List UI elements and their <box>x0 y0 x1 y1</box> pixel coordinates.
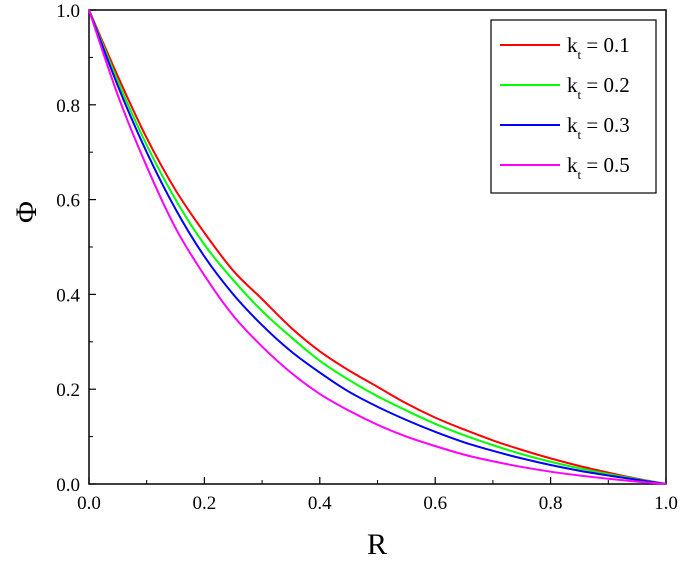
y-tick-label: 0.0 <box>56 475 80 496</box>
series-line-3 <box>88 9 667 485</box>
series-line-4 <box>88 9 667 485</box>
y-tick-label: 0.4 <box>56 285 80 306</box>
legend-label-3: kt = 0.3 <box>567 113 630 142</box>
x-tick-label: 0.0 <box>77 493 101 514</box>
legend-label-2: kt = 0.2 <box>567 73 630 102</box>
x-tick-label: 0.8 <box>539 493 563 514</box>
legend-entries: kt = 0.1 kt = 0.2 kt = 0.3 kt = 0.5 <box>500 33 630 182</box>
x-tick-label: 1.0 <box>654 493 678 514</box>
series-layer <box>88 9 667 485</box>
series-line-2 <box>88 9 667 485</box>
x-axis-title: R <box>367 528 387 561</box>
x-tick-label: 0.4 <box>308 493 332 514</box>
legend-label-1: kt = 0.1 <box>567 33 630 62</box>
y-tick-label: 1.0 <box>56 1 80 22</box>
series-line-1 <box>88 9 667 485</box>
legend: kt = 0.1 kt = 0.2 kt = 0.3 kt = 0.5 <box>490 19 657 194</box>
y-tick-label: 0.6 <box>56 191 80 212</box>
x-tick-label: 0.6 <box>423 493 447 514</box>
y-tick-label: 0.8 <box>56 96 80 117</box>
x-tick-label: 0.2 <box>193 493 217 514</box>
y-tick-label: 0.2 <box>56 380 80 401</box>
legend-label-4: kt = 0.5 <box>567 153 630 182</box>
ticks-layer: 0.0 0.2 0.4 0.6 0.8 1.0 0.0 0.2 0.4 0.6 0.8 1.0 <box>56 1 678 514</box>
y-axis-title: Φ <box>10 201 43 223</box>
